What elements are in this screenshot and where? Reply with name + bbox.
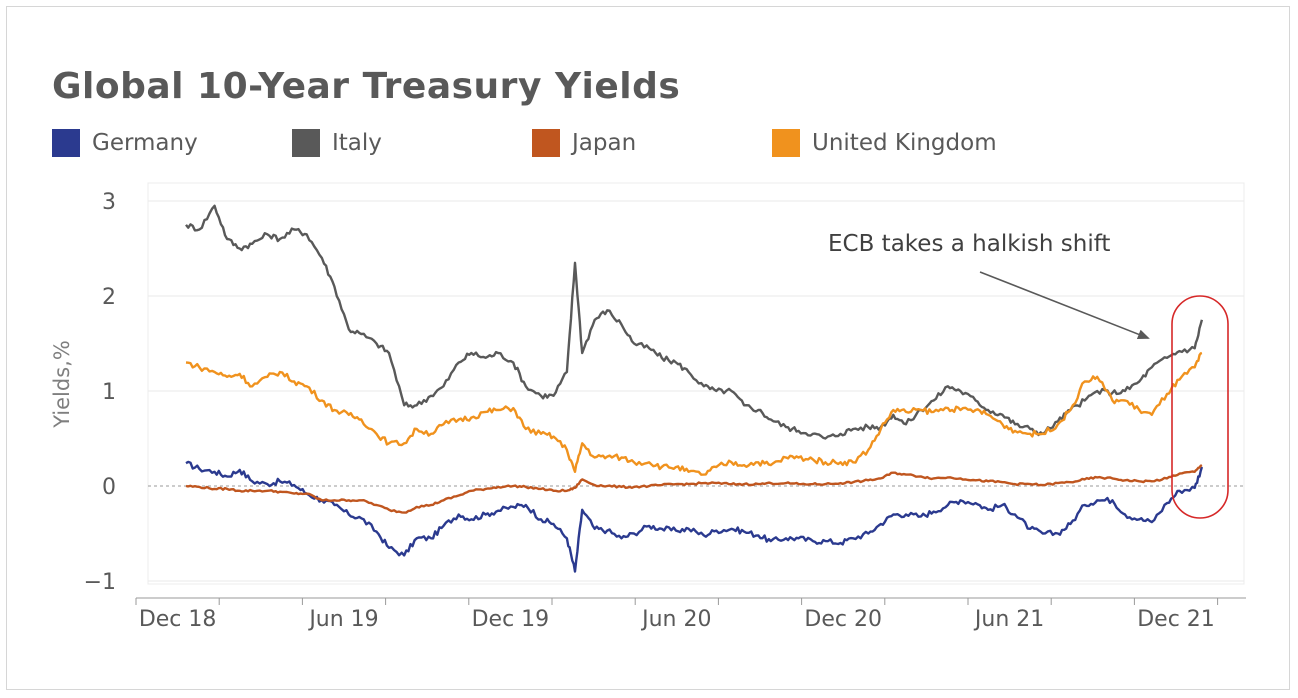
x-tick-label: Dec 21	[1137, 607, 1215, 632]
x-tick-label: Dec 20	[804, 607, 882, 632]
legend-swatch-united-kingdom	[772, 129, 800, 157]
y-tick-label: −1	[84, 570, 116, 595]
legend-swatch-italy	[292, 129, 320, 157]
series-line-germany	[185, 460, 1204, 573]
y-tick-label: 3	[102, 190, 116, 215]
chart-title: Global 10-Year Treasury Yields	[52, 66, 681, 107]
legend-label-germany: Germany	[92, 130, 198, 156]
legend-item-germany[interactable]: Germany	[52, 128, 198, 158]
plot-area	[147, 182, 1245, 585]
highlight-ellipse	[1171, 295, 1229, 519]
legend-swatch-germany	[52, 129, 80, 157]
legend-label-italy: Italy	[332, 130, 382, 156]
y-tick-label: 2	[102, 285, 116, 310]
annotation-arrow	[979, 271, 1150, 339]
x-tick-label: Jun 21	[973, 607, 1044, 632]
annotation-text: ECB takes a halkish shift	[828, 231, 1110, 257]
chart-legend: Germany Italy Japan United Kingdom	[0, 128, 1298, 162]
x-tick-label: Dec 19	[472, 607, 550, 632]
y-axis-title: Yields,%	[50, 340, 74, 429]
legend-label-japan: Japan	[572, 130, 637, 156]
x-axis: Dec 18 Jun 19 Dec 19 Jun 20 Dec 20 Jun 21 Dec …	[135, 597, 1246, 632]
x-tick-label: Dec 18	[139, 607, 217, 632]
series-line-japan	[185, 464, 1203, 514]
series-lines	[185, 204, 1204, 573]
y-axis-ticks: 3 2 1 0 −1	[84, 190, 116, 595]
y-tick-label: 1	[102, 380, 116, 405]
legend-item-united-kingdom[interactable]: United Kingdom	[772, 128, 997, 158]
series-line-united-kingdom	[185, 351, 1203, 476]
legend-swatch-japan	[532, 129, 560, 157]
gridlines	[148, 200, 1244, 582]
x-tick-label: Jun 20	[640, 607, 711, 632]
legend-item-italy[interactable]: Italy	[292, 128, 382, 158]
x-tick-label: Jun 19	[307, 607, 378, 632]
legend-label-united-kingdom: United Kingdom	[812, 130, 997, 156]
legend-item-japan[interactable]: Japan	[532, 128, 636, 158]
y-tick-label: 0	[102, 475, 116, 500]
